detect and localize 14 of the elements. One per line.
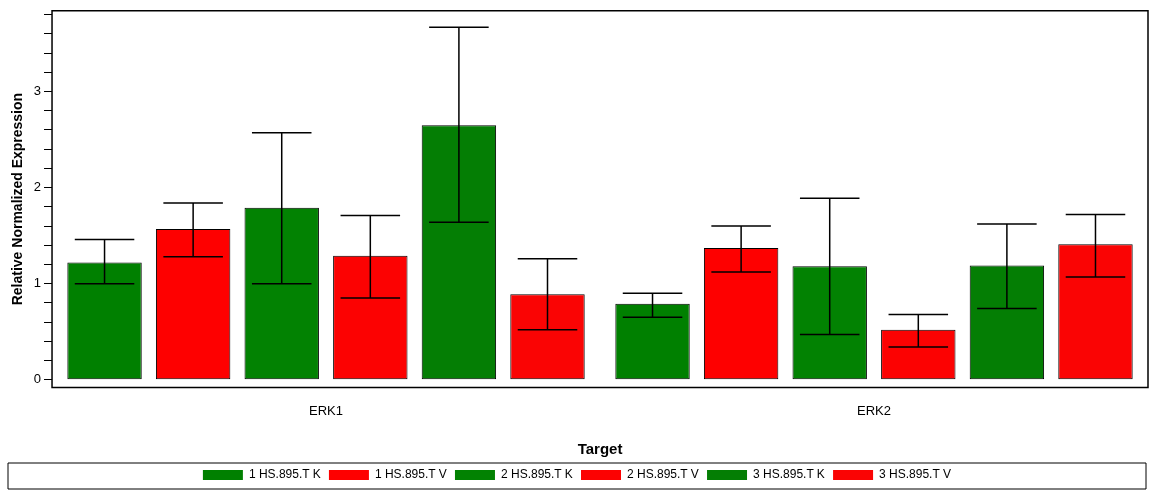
legend-label: 2 HS.895.T K [500,467,573,482]
legend-label: 3 HS.895.T K [753,467,825,482]
y-tick-label: 2 [33,179,42,195]
legend-label: 1 HS.895.T V [374,467,447,482]
y-axis-title: Relative Normalized Expression [9,92,26,306]
legend-label: 3 HS.895.T V [879,467,951,482]
x-tick-label: ERK1 [309,402,344,418]
legend-label: 2 HS.895.T V [627,467,699,482]
x-tick-label: ERK2 [857,402,891,418]
y-tick-label: 3 [33,83,42,99]
y-tick-label: 1 [33,275,42,291]
x-axis-title: Target [577,440,623,458]
y-tick-label: 0 [33,371,42,387]
legend-label: 1 HS.895.T K [248,467,321,482]
